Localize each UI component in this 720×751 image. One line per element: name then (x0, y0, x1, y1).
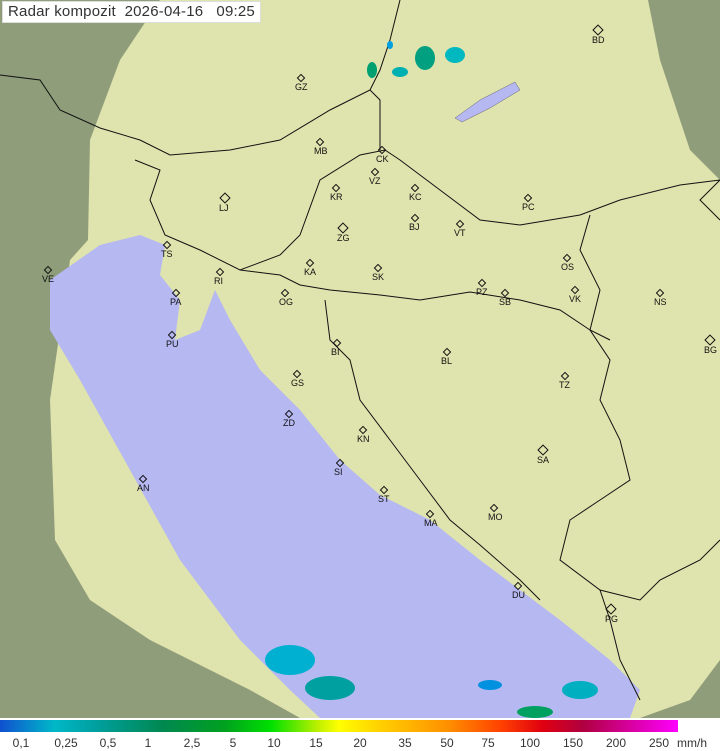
city-label: BG (704, 345, 718, 355)
city-label: TZ (559, 380, 570, 390)
city-label: BI (331, 347, 340, 357)
city-label: SI (334, 467, 343, 477)
legend-color-scale (0, 720, 678, 732)
legend-label: 2,5 (183, 736, 201, 750)
legend-label: 20 (353, 736, 367, 750)
city-label: CK (376, 154, 389, 164)
city-label: VE (42, 274, 55, 284)
city-label: GS (291, 378, 305, 388)
city-label: VZ (369, 176, 381, 186)
legend-label: 10 (267, 736, 281, 750)
legend-label: 250 (648, 736, 670, 750)
city-label: KN (357, 434, 370, 444)
city-label: ZD (283, 418, 295, 428)
legend-unit: mm/h (677, 736, 707, 750)
radar-map (0, 0, 720, 718)
city-label: BL (441, 356, 453, 366)
city-label: KR (330, 192, 343, 202)
city-label: AN (137, 483, 150, 493)
city-label: GZ (295, 82, 308, 92)
legend-label: 5 (229, 736, 237, 750)
legend-label: 1 (144, 736, 152, 750)
city-label: PZ (476, 287, 488, 297)
radar-echoes (265, 41, 598, 718)
legend-label: 50 (440, 736, 454, 750)
legend-label: 0,1 (12, 736, 30, 750)
city-label: VK (569, 294, 582, 304)
city-label: PA (170, 297, 182, 307)
city-label: MB (314, 146, 328, 156)
legend-label: 75 (481, 736, 495, 750)
legend-label: 100 (519, 736, 541, 750)
city-label: LJ (219, 203, 229, 213)
lake-balaton (454, 81, 521, 123)
city-label: ST (378, 494, 390, 504)
city-label: SK (372, 272, 385, 282)
legend-label: 0,25 (54, 736, 78, 750)
city-label: TS (161, 249, 173, 259)
legend-label: 0,5 (99, 736, 117, 750)
legend-label: 200 (605, 736, 627, 750)
city-label: KA (304, 267, 317, 277)
city-label: BD (592, 35, 605, 45)
map-title: Radar kompozit 2026-04-16 09:25 (2, 1, 261, 23)
city-label: RI (214, 276, 223, 286)
city-label: NS (654, 297, 667, 307)
city-label: MO (488, 512, 503, 522)
city-label: SB (499, 297, 512, 307)
country-borders (0, 0, 720, 701)
city-label: PU (166, 339, 179, 349)
city-label: SA (537, 455, 550, 465)
city-label: ZG (337, 233, 350, 243)
city-label: MA (424, 518, 438, 528)
city-label: BJ (409, 222, 420, 232)
city-label: OS (561, 262, 575, 272)
city-label: VT (454, 228, 466, 238)
city-label: KC (409, 192, 422, 202)
sea-adriatic (50, 235, 640, 718)
legend-label: 15 (309, 736, 323, 750)
city-label: DU (512, 590, 525, 600)
city-label: PG (605, 614, 619, 624)
legend-label: 35 (398, 736, 412, 750)
city-label: OG (279, 297, 294, 307)
city-label: PC (522, 202, 535, 212)
legend-label: 150 (562, 736, 584, 750)
